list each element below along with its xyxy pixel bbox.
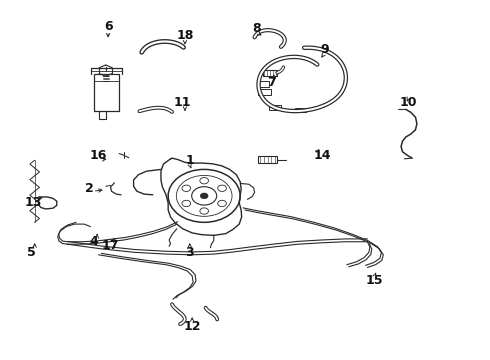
Text: 4: 4: [89, 235, 98, 248]
Text: 8: 8: [253, 22, 261, 35]
Text: 3: 3: [185, 246, 194, 259]
Text: 15: 15: [366, 274, 383, 287]
Text: 14: 14: [313, 149, 331, 162]
Text: 6: 6: [104, 20, 113, 33]
Text: 17: 17: [102, 239, 119, 252]
Text: 2: 2: [85, 182, 93, 195]
Text: 10: 10: [399, 96, 417, 109]
Text: 5: 5: [27, 246, 36, 259]
Text: 18: 18: [176, 29, 194, 42]
Text: 12: 12: [183, 320, 201, 333]
Circle shape: [200, 193, 208, 199]
Bar: [258, 156, 277, 163]
Text: 11: 11: [174, 96, 191, 109]
Bar: [269, 105, 281, 110]
Text: 1: 1: [185, 154, 194, 167]
Text: 16: 16: [90, 149, 107, 162]
Bar: [258, 89, 271, 95]
Text: 9: 9: [320, 43, 329, 56]
Bar: [295, 108, 306, 112]
Bar: [263, 69, 277, 76]
Text: 7: 7: [267, 76, 276, 90]
Text: 13: 13: [25, 197, 43, 210]
Bar: [257, 81, 269, 86]
